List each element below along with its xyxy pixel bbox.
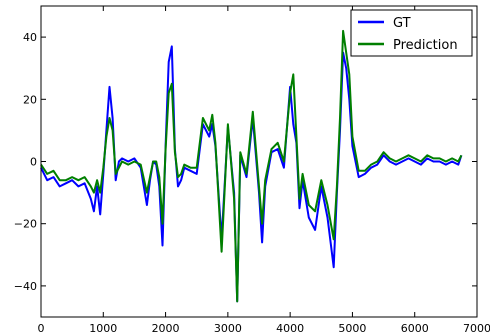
x-tick-label: 0 (38, 322, 45, 335)
x-tick-label: 6000 (401, 322, 429, 335)
tick-layer: 0 1000 2000 3000 4000 5000 6000 7000 −40 −20 0 20 40 (14, 6, 490, 335)
y-tick-label: −20 (14, 218, 37, 231)
legend-label-prediction: Prediction (393, 38, 458, 53)
series-line-prediction (40, 29, 463, 303)
x-tick-label: 5000 (338, 322, 366, 335)
series-layer (40, 29, 463, 303)
x-tick-label: 7000 (463, 322, 490, 335)
x-tick-label: 2000 (152, 322, 180, 335)
legend-label-gt: GT (393, 16, 411, 31)
y-tick-label: 20 (23, 93, 37, 106)
x-tick-label: 3000 (214, 322, 242, 335)
x-tick-label: 1000 (89, 322, 117, 335)
legend-box (350, 9, 473, 57)
y-tick-label: −40 (14, 280, 37, 293)
legend: GT Prediction (350, 9, 473, 57)
y-tick-label: 40 (23, 31, 37, 44)
x-tick-label: 4000 (276, 322, 304, 335)
y-tick-label: 0 (30, 156, 37, 169)
